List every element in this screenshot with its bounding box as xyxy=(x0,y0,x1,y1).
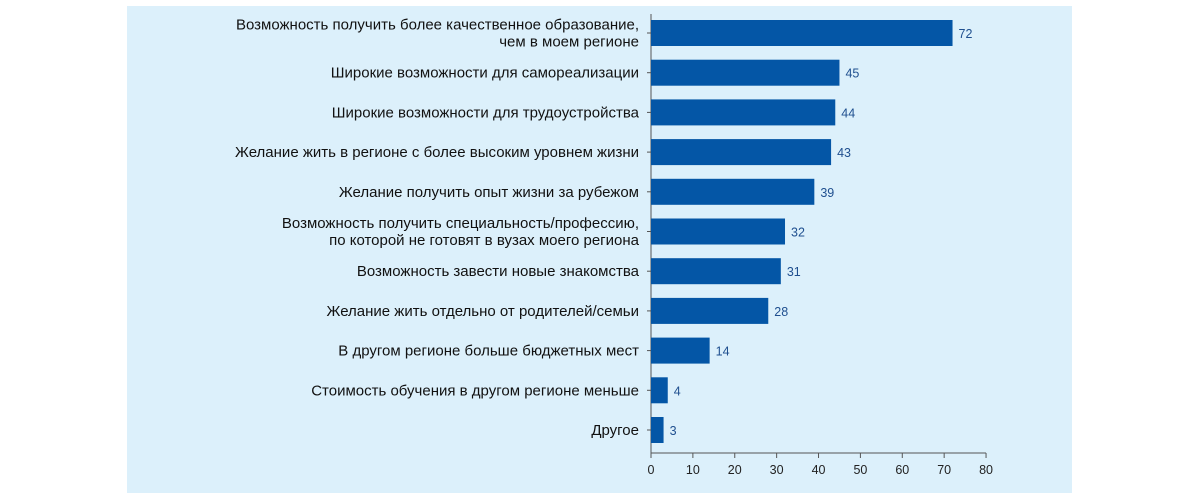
value-label: 45 xyxy=(845,67,859,81)
bar xyxy=(651,337,710,364)
category-label: Другое xyxy=(591,422,639,439)
bar xyxy=(651,178,815,205)
bar xyxy=(651,417,664,443)
x-tick-label: 10 xyxy=(686,463,700,477)
value-label: 28 xyxy=(774,305,788,319)
category-label: Желание жить отдельно от родителей/семьи xyxy=(327,303,639,320)
value-label: 43 xyxy=(837,146,851,160)
category-label: Желание получить опыт жизни за рубежом xyxy=(339,184,639,201)
bar xyxy=(651,258,781,285)
value-label: 14 xyxy=(716,345,730,359)
category-label: Желание жить в регионе с более высоким у… xyxy=(235,144,639,161)
category-label: Возможность получить специальность/профе… xyxy=(282,215,639,232)
bar xyxy=(651,99,836,126)
category-label: В другом регионе больше бюджетных мест xyxy=(338,343,639,360)
category-label: Стоимость обучения в другом регионе мень… xyxy=(311,382,639,399)
category-label: Возможность завести новые знакомства xyxy=(357,263,640,280)
category-label: Широкие возможности для самореализации xyxy=(331,65,639,82)
x-tick-label: 0 xyxy=(648,463,655,477)
value-label: 3 xyxy=(670,424,677,438)
value-label: 44 xyxy=(841,106,855,120)
x-tick-label: 80 xyxy=(979,463,993,477)
category-label: по которой не готовят в вузах моего реги… xyxy=(329,232,640,249)
category-label: чем в моем регионе xyxy=(499,34,639,51)
x-tick-label: 70 xyxy=(937,463,951,477)
bar xyxy=(651,59,840,86)
value-label: 39 xyxy=(820,186,834,200)
value-label: 31 xyxy=(787,265,801,279)
category-label: Возможность получить более качественное … xyxy=(236,17,639,34)
x-tick-label: 60 xyxy=(895,463,909,477)
x-tick-label: 20 xyxy=(728,463,742,477)
bar xyxy=(651,20,953,46)
bar xyxy=(651,377,668,404)
bar xyxy=(651,218,786,245)
x-tick-label: 40 xyxy=(812,463,826,477)
bar xyxy=(651,297,769,324)
category-label: Широкие возможности для трудоустройства xyxy=(332,104,640,121)
value-label: 4 xyxy=(674,384,681,398)
x-tick-label: 30 xyxy=(770,463,784,477)
x-tick-label: 50 xyxy=(853,463,867,477)
value-label: 72 xyxy=(959,27,973,41)
value-label: 32 xyxy=(791,226,805,240)
bar-chart: 0 10 20 30 40 50 60 70 80 72 Возможность получить … xyxy=(235,14,993,477)
chart-panel: 0 10 20 30 40 50 60 70 80 72 Возможность получить … xyxy=(127,6,1072,493)
bar xyxy=(651,139,832,166)
